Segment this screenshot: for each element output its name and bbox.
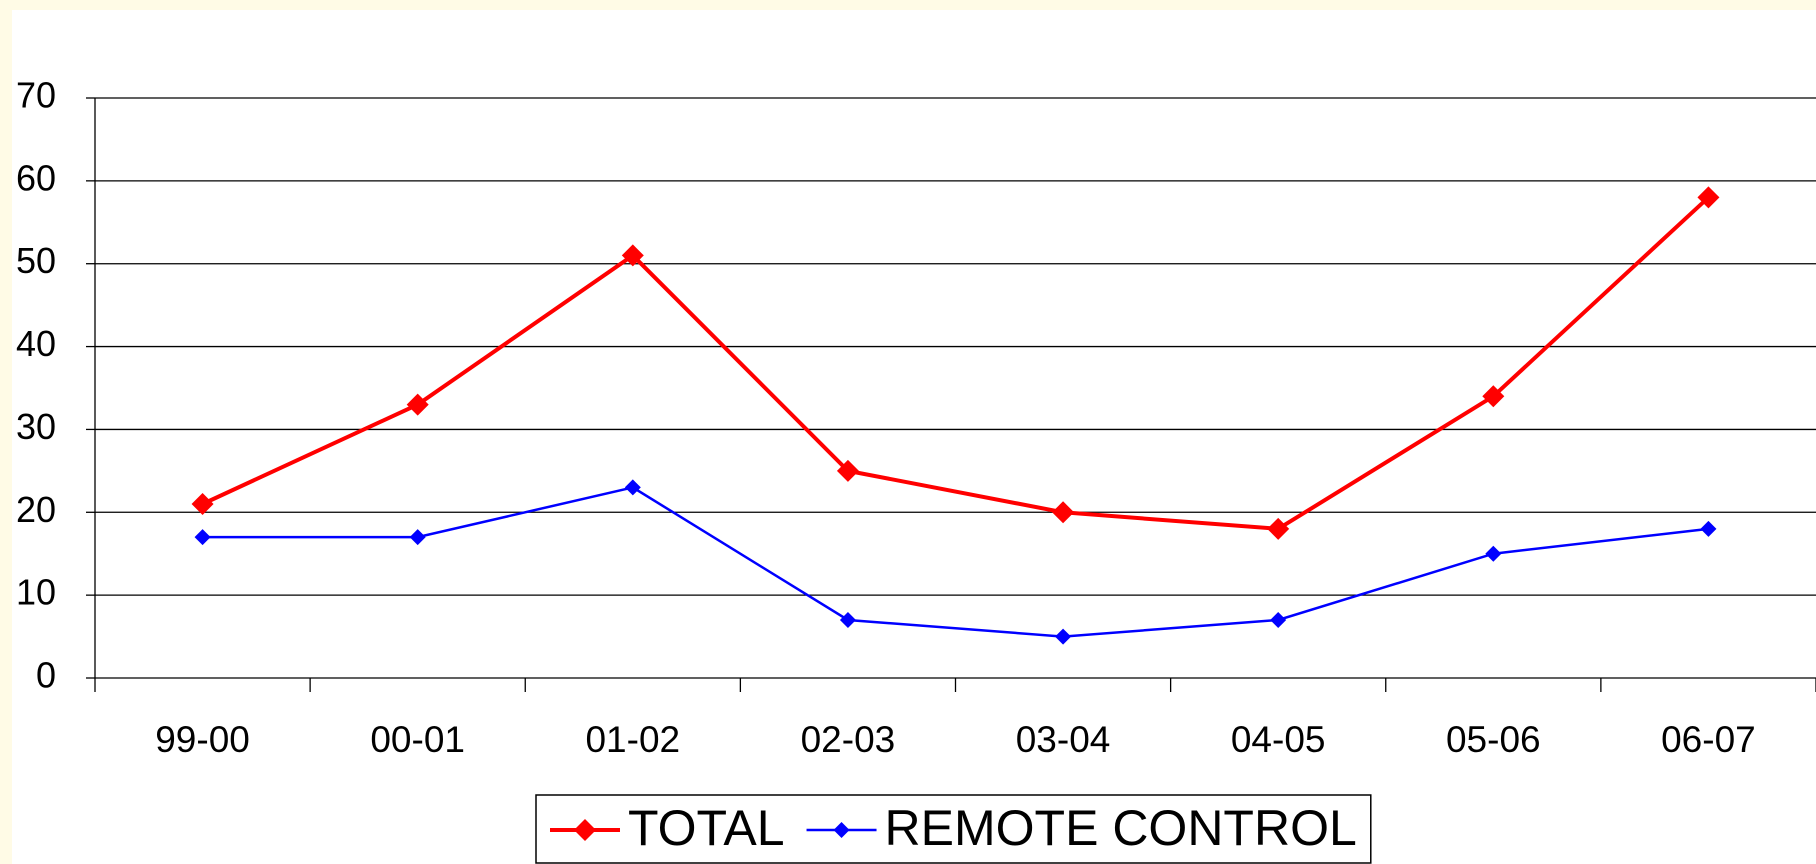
- y-tick-label: 10: [16, 572, 56, 613]
- x-tick-label: 01-02: [585, 719, 680, 760]
- data-point: [1485, 545, 1502, 562]
- legend-marker: [833, 822, 850, 838]
- legend-label: REMOTE CONTROL: [885, 800, 1357, 856]
- data-point: [836, 459, 859, 482]
- data-point: [1697, 186, 1720, 209]
- x-tick-label: 04-05: [1231, 719, 1326, 760]
- y-tick-label: 50: [16, 240, 56, 281]
- data-point: [1482, 385, 1505, 408]
- series-line: [201, 195, 1710, 531]
- data-point: [621, 244, 644, 267]
- data-point: [194, 529, 211, 546]
- x-tick-label: 02-03: [801, 719, 896, 760]
- data-point: [406, 393, 429, 416]
- data-point: [624, 479, 641, 496]
- legend-marker: [574, 819, 596, 841]
- y-tick-label: 20: [16, 489, 56, 530]
- y-tick-label: 0: [36, 655, 56, 696]
- y-tick-label: 70: [16, 75, 56, 116]
- x-tick-label: 06-07: [1661, 719, 1756, 760]
- x-tick-label: 03-04: [1016, 719, 1111, 760]
- legend-label: TOTAL: [628, 800, 785, 856]
- legend-box: [535, 794, 1372, 864]
- data-point: [1052, 501, 1075, 524]
- data-point: [1055, 628, 1072, 645]
- y-tick-label: 30: [16, 406, 56, 447]
- data-point: [1267, 517, 1290, 540]
- x-tick-label: 00-01: [370, 719, 465, 760]
- y-tick-label: 40: [16, 323, 56, 364]
- data-point: [1270, 612, 1287, 628]
- y-tick-label: 60: [16, 157, 56, 198]
- x-tick-label: 05-06: [1446, 719, 1541, 760]
- data-point: [409, 529, 426, 546]
- data-point: [191, 493, 214, 515]
- legend: TOTAL REMOTE CONTROL: [535, 794, 1372, 864]
- series-line: [202, 486, 1709, 638]
- x-tick-label: 99-00: [155, 719, 250, 760]
- chart-area: [12, 10, 1816, 864]
- data-point: [839, 612, 856, 628]
- data-point: [1700, 520, 1717, 537]
